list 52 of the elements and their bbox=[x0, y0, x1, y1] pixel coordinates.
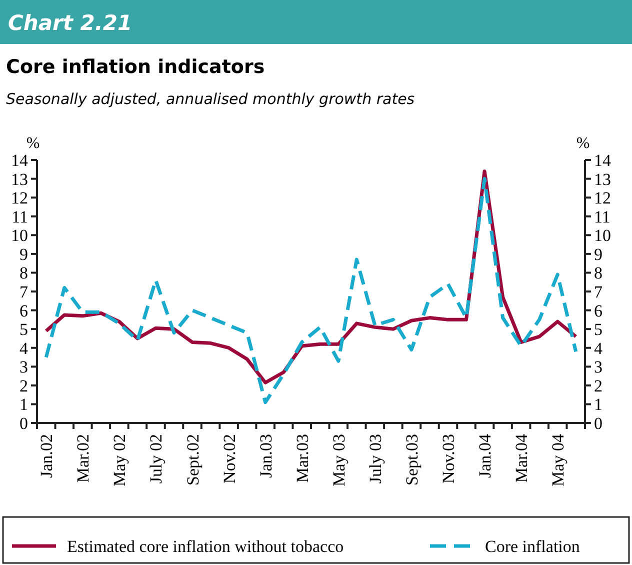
y2-tick-label: 0 bbox=[594, 414, 602, 433]
x-tick-label: Mar.04 bbox=[512, 434, 532, 483]
y2-tick-label: 6 bbox=[594, 301, 602, 320]
x-tick-label: Mar.03 bbox=[292, 434, 312, 483]
x-tick-label: July 02 bbox=[146, 434, 166, 484]
y2-tick-label: 4 bbox=[594, 338, 603, 358]
y2-tick-label: 14 bbox=[594, 151, 612, 170]
y2-tick-label: 1 bbox=[594, 395, 602, 414]
caption: Chart 2.21 bbox=[8, 11, 132, 35]
y-tick-label: 3 bbox=[20, 358, 28, 377]
y-tick-label: 12 bbox=[11, 188, 28, 208]
y-tick-label: 8 bbox=[20, 264, 28, 283]
y2-tick-label: 8 bbox=[594, 264, 602, 283]
y-tick-label: 4 bbox=[20, 338, 28, 358]
x-tick-label: Jan.04 bbox=[476, 434, 495, 478]
x-tick-label: Nov.02 bbox=[220, 434, 239, 484]
y-tick-label: 0 bbox=[20, 414, 28, 433]
x-tick-label: Nov.03 bbox=[439, 434, 458, 484]
legend-label: Core inflation bbox=[485, 537, 580, 556]
x-tick-label: July 03 bbox=[366, 434, 385, 484]
y2-tick-label: 7 bbox=[594, 282, 603, 302]
y-tick-label: 11 bbox=[12, 207, 28, 226]
y-axis-title: % bbox=[26, 135, 40, 152]
y2-tick-label: 5 bbox=[594, 320, 602, 340]
x-tick-label: Jan.03 bbox=[256, 434, 276, 478]
y-tick-label: 1 bbox=[20, 395, 28, 414]
chart-subtitle: Seasonally adjusted, annualised monthly growth rates bbox=[6, 90, 415, 108]
x-tick-label: May 03 bbox=[329, 434, 348, 486]
y2-tick-label: 13 bbox=[594, 170, 611, 189]
x-tick-label: Mar.02 bbox=[74, 434, 93, 483]
y-tick-label: 7 bbox=[20, 282, 28, 302]
y2-tick-label: 3 bbox=[594, 358, 602, 377]
y2-tick-label: 2 bbox=[594, 376, 602, 396]
legend-label: Estimated core inflation without tobacco bbox=[67, 537, 344, 556]
y2-tick-label: 9 bbox=[594, 244, 602, 264]
y-tick-label: 10 bbox=[11, 226, 28, 246]
y2-axis-title: % bbox=[576, 135, 590, 152]
y-tick-label: 13 bbox=[11, 170, 28, 189]
y-tick-label: 5 bbox=[20, 320, 28, 340]
y2-tick-label: 10 bbox=[594, 226, 611, 246]
chart-title: Core inflation indicators bbox=[6, 56, 265, 78]
x-tick-label: May 02 bbox=[110, 434, 130, 486]
x-tick-label: Jan.02 bbox=[37, 434, 56, 478]
y2-tick-label: 12 bbox=[594, 188, 611, 208]
x-tick-label: Sept.02 bbox=[183, 434, 202, 486]
y-tick-label: 6 bbox=[20, 301, 28, 320]
x-tick-label: May 04 bbox=[548, 434, 568, 486]
x-tick-label: Sept.03 bbox=[402, 434, 422, 486]
y-tick-label: 2 bbox=[20, 376, 28, 396]
y2-tick-label: 11 bbox=[594, 207, 610, 226]
y-tick-label: 14 bbox=[11, 151, 28, 170]
y-tick-label: 9 bbox=[20, 244, 28, 264]
